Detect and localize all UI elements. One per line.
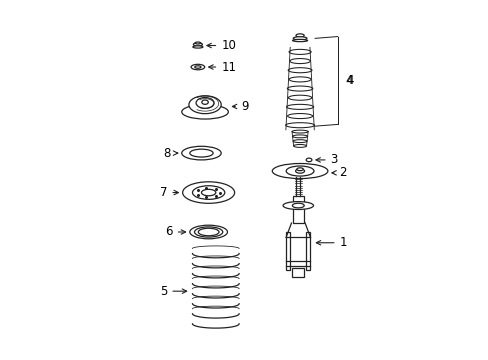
Ellipse shape [182,105,228,119]
Ellipse shape [286,104,313,109]
Ellipse shape [194,227,223,237]
Text: 7: 7 [160,186,178,199]
Bar [305,232,310,270]
Ellipse shape [189,149,213,157]
Text: 4: 4 [346,74,353,87]
Ellipse shape [296,168,303,171]
Ellipse shape [191,64,204,70]
Ellipse shape [202,100,208,104]
Ellipse shape [192,186,224,199]
Text: 4: 4 [344,74,352,87]
Bar [285,232,290,270]
Bar [292,268,304,277]
Text: 2: 2 [331,166,346,179]
Ellipse shape [288,77,310,82]
Ellipse shape [295,169,304,173]
Text: 9: 9 [232,100,248,113]
Ellipse shape [292,203,304,208]
Text: 5: 5 [160,285,186,298]
Ellipse shape [194,66,201,68]
Ellipse shape [293,37,306,40]
Text: 3: 3 [315,153,337,166]
Ellipse shape [295,34,304,37]
Ellipse shape [288,95,311,100]
Ellipse shape [285,166,313,176]
Text: 1: 1 [316,236,346,249]
Ellipse shape [293,144,306,147]
Text: 11: 11 [208,60,236,73]
Ellipse shape [196,98,214,108]
Ellipse shape [193,43,202,46]
Ellipse shape [285,123,314,128]
Ellipse shape [192,46,203,48]
Ellipse shape [287,86,312,91]
Ellipse shape [292,39,307,42]
Ellipse shape [289,59,310,64]
Ellipse shape [291,130,307,133]
Ellipse shape [189,225,227,239]
Ellipse shape [201,189,215,196]
Text: 10: 10 [206,39,236,52]
Ellipse shape [195,42,200,44]
Ellipse shape [287,113,312,118]
Ellipse shape [283,202,313,210]
Bar [292,196,303,223]
Ellipse shape [288,49,310,54]
Ellipse shape [305,158,311,162]
Text: 6: 6 [165,225,185,238]
Ellipse shape [182,146,221,160]
Ellipse shape [198,228,219,236]
Ellipse shape [292,135,307,138]
Ellipse shape [188,96,221,114]
Ellipse shape [272,163,327,179]
Ellipse shape [292,140,306,143]
Ellipse shape [182,182,234,203]
Text: 8: 8 [163,147,177,159]
Ellipse shape [287,68,311,73]
